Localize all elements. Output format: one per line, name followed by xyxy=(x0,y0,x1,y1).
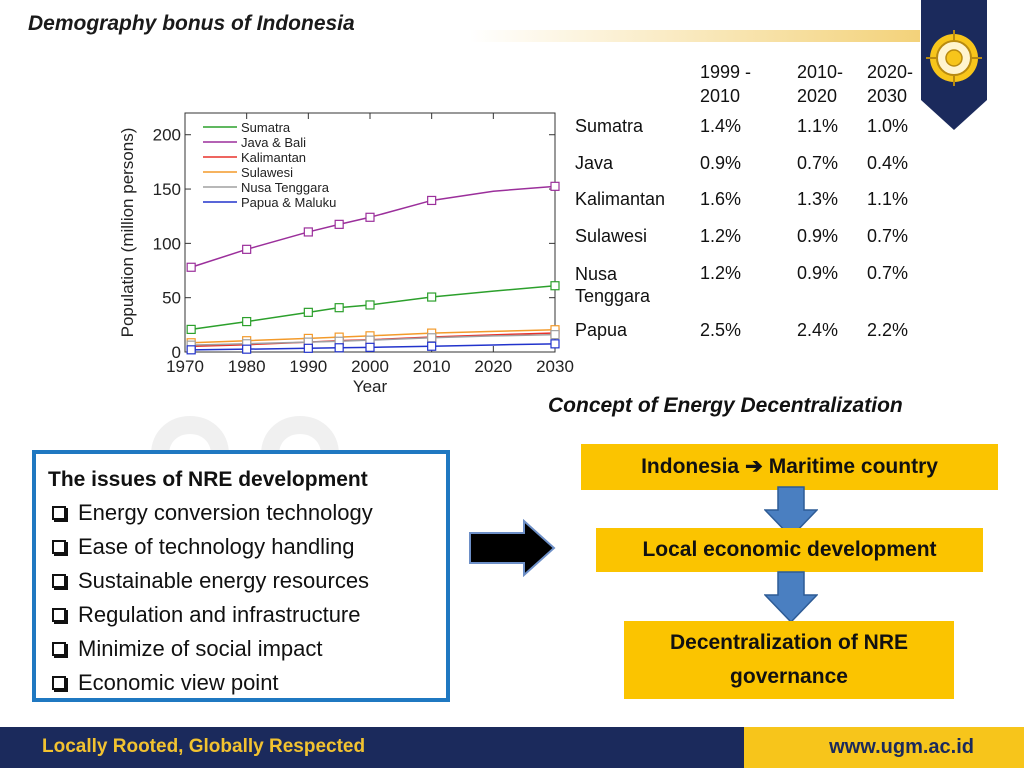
x-tick-label: 1990 xyxy=(289,357,327,376)
issues-box: The issues of NRE development Energy con… xyxy=(32,450,450,702)
data-point xyxy=(365,300,375,310)
data-point xyxy=(427,195,437,206)
data-point xyxy=(365,212,375,222)
x-tick-label: 2020 xyxy=(474,357,512,376)
checkbox-icon xyxy=(52,676,66,690)
data-point xyxy=(334,303,344,313)
data-point xyxy=(303,343,313,353)
legend-label: Kalimantan xyxy=(241,150,306,165)
y-tick-label: 150 xyxy=(153,180,181,199)
checkbox-icon xyxy=(52,540,66,554)
data-point xyxy=(550,181,560,191)
x-tick-label: 2030 xyxy=(536,357,574,376)
ugm-emblem xyxy=(921,0,987,130)
col-header-1999-2010: 1999 -2010 xyxy=(700,62,752,106)
data-point xyxy=(186,324,196,335)
issues-title: The issues of NRE development xyxy=(48,468,368,491)
data-point xyxy=(334,343,344,353)
list-item: Energy conversion technology xyxy=(48,496,436,530)
data-point xyxy=(550,330,560,340)
right-arrow-icon xyxy=(469,519,556,577)
col-header-2010-2020: 2010- 2020 xyxy=(797,62,844,106)
arrow-right-icon: ➔ xyxy=(745,455,763,478)
series-line xyxy=(191,328,556,344)
x-tick-label: 1980 xyxy=(228,357,266,376)
footer-slogan: Locally Rooted, Globally Respected xyxy=(42,736,366,757)
checkbox-icon xyxy=(52,608,66,622)
footer-url-panel: www.ugm.ac.id xyxy=(744,727,1024,768)
legend-label: Sumatra xyxy=(241,120,291,135)
x-tick-label: 2000 xyxy=(351,357,389,376)
concept-title: Concept of Energy Decentralization xyxy=(548,394,903,417)
data-point xyxy=(427,333,437,343)
x-tick-label: 1970 xyxy=(166,357,204,376)
data-point xyxy=(365,342,375,352)
data-point xyxy=(242,344,252,354)
list-item: Economic view point xyxy=(48,666,436,700)
checkbox-icon xyxy=(52,642,66,656)
series-line xyxy=(191,284,556,331)
data-point xyxy=(303,227,313,237)
down-arrow-icon xyxy=(764,486,818,538)
data-point xyxy=(242,244,252,254)
data-point xyxy=(242,316,252,327)
y-tick-label: 0 xyxy=(172,343,181,362)
down-arrow-icon xyxy=(764,571,818,623)
checkbox-icon xyxy=(52,506,66,520)
legend-label: Sulawesi xyxy=(241,165,293,180)
list-item: Ease of technology handling xyxy=(48,530,436,564)
series-line xyxy=(191,333,556,346)
series-line xyxy=(191,343,556,351)
legend-label: Nusa Tenggara xyxy=(241,180,330,195)
x-axis-label: Year xyxy=(353,377,388,396)
slide-title: Demography bonus of Indonesia xyxy=(28,12,355,35)
col-header-2020-2030: 2020- 2030 xyxy=(867,62,914,106)
data-point xyxy=(186,262,196,272)
data-point xyxy=(550,281,560,291)
population-chart: 1970 1980 1990 2000 2010 2020 2030 0 50 100 150 200… xyxy=(118,112,574,396)
header-accent-band xyxy=(470,30,920,42)
list-item: Minimize of social impact xyxy=(48,632,436,666)
y-axis-label: Population (million persons) xyxy=(118,128,137,338)
list-item: Regulation and infrastructure xyxy=(48,598,436,632)
y-tick-label: 100 xyxy=(153,234,181,253)
concept-box-decentralization: Decentralization of NRE governance xyxy=(624,621,954,699)
y-tick-label: 200 xyxy=(153,126,181,145)
list-item: Sustainable energy resources xyxy=(48,564,436,598)
y-tick-label: 50 xyxy=(162,289,181,308)
data-point xyxy=(186,345,196,355)
x-tick-label: 2010 xyxy=(413,357,451,376)
data-point xyxy=(427,341,437,351)
legend-label: Java & Bali xyxy=(241,135,306,150)
footer-url: www.ugm.ac.id xyxy=(829,736,974,758)
legend-label: Papua & Maluku xyxy=(241,195,336,210)
data-point xyxy=(427,292,437,302)
series-line xyxy=(190,185,556,268)
data-point xyxy=(334,219,344,229)
concept-box-maritime: Indonesia ➔ Maritime country xyxy=(581,444,998,490)
data-point xyxy=(303,307,313,317)
data-point xyxy=(550,339,560,349)
checkbox-icon xyxy=(52,574,66,588)
concept-box-local-economy: Local economic development xyxy=(596,528,983,572)
